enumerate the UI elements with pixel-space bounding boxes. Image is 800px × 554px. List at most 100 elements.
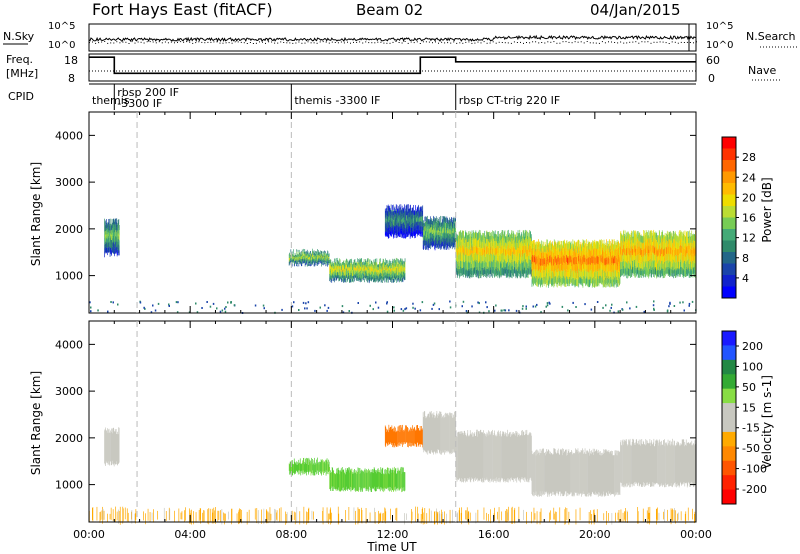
nsearch-dot xyxy=(520,41,521,43)
nsearch-dot xyxy=(180,41,182,43)
power-cell xyxy=(475,246,477,254)
power-cell xyxy=(296,254,298,257)
power-cell xyxy=(391,264,393,268)
power-cell xyxy=(389,210,390,216)
power-cell xyxy=(450,223,451,229)
power-cell xyxy=(548,265,550,273)
power-cell xyxy=(580,257,581,265)
power-cell xyxy=(338,267,339,270)
power-cell xyxy=(586,271,588,279)
power-cell xyxy=(469,249,470,257)
power-cell xyxy=(500,268,502,276)
power-cell xyxy=(325,258,327,261)
nsearch-dot xyxy=(380,41,382,43)
power-cell xyxy=(583,258,585,265)
power-cell xyxy=(115,224,117,231)
power-cell xyxy=(337,260,339,264)
nsearch-dot xyxy=(371,42,373,44)
power-cell xyxy=(116,232,117,238)
power-cell xyxy=(359,271,360,275)
power-cell xyxy=(470,255,471,262)
power-cell xyxy=(481,255,483,263)
power-cell xyxy=(451,232,453,237)
power-cell xyxy=(304,253,305,256)
power-cell xyxy=(309,258,311,262)
power-cell xyxy=(116,240,118,246)
cpid-label: themis xyxy=(92,94,130,107)
power-cell xyxy=(294,261,296,263)
power-cell xyxy=(448,240,450,245)
power-cell xyxy=(310,252,311,255)
power-cell xyxy=(349,279,350,283)
power-cell xyxy=(528,262,529,269)
power-cell xyxy=(469,254,471,263)
power-cell xyxy=(317,251,318,255)
power-cell xyxy=(551,264,553,272)
power-cell xyxy=(392,265,394,269)
power-cell xyxy=(584,241,585,249)
power-cell xyxy=(537,277,539,285)
power-cell xyxy=(515,269,516,277)
power-cell xyxy=(584,276,586,284)
power-cell xyxy=(412,222,414,227)
power-cell xyxy=(418,224,419,230)
power-cell xyxy=(523,231,524,239)
power-cell xyxy=(504,253,505,262)
power-cell xyxy=(116,224,118,230)
power-cell xyxy=(462,231,464,239)
power-cell xyxy=(298,260,299,262)
power-cell xyxy=(556,243,558,251)
power-cell xyxy=(504,244,506,253)
power-cell xyxy=(506,249,508,256)
power-cell xyxy=(377,274,378,277)
power-cell xyxy=(293,260,295,263)
power-cell xyxy=(400,265,402,269)
power-cell xyxy=(443,226,444,233)
power-cell xyxy=(113,235,115,242)
power-cell xyxy=(550,243,552,251)
power-cell xyxy=(514,249,515,256)
power-cell xyxy=(528,245,530,253)
power-cell xyxy=(418,209,420,214)
power-cell xyxy=(442,241,444,246)
power-cell xyxy=(527,263,528,271)
power-cell xyxy=(570,269,572,276)
power-cell xyxy=(314,259,315,261)
power-cell xyxy=(388,273,390,277)
power-cell xyxy=(545,280,547,288)
power-cell xyxy=(465,232,466,240)
power-cell xyxy=(517,267,519,275)
power-cell xyxy=(441,231,443,236)
power-cell xyxy=(363,274,365,278)
power-cell xyxy=(292,256,293,259)
power-cell xyxy=(447,238,449,243)
power-cell xyxy=(500,255,502,262)
power-cell xyxy=(527,253,529,261)
power-cell xyxy=(400,270,401,274)
power-cell xyxy=(307,258,309,262)
power-cell xyxy=(419,218,420,223)
power-cell xyxy=(329,267,331,271)
power-cell xyxy=(310,260,312,263)
power-cell xyxy=(574,248,575,256)
power-cell xyxy=(563,262,564,270)
power-cell xyxy=(568,251,569,259)
power-cell xyxy=(558,271,560,279)
power-cell xyxy=(562,248,564,256)
power-cell xyxy=(501,260,503,268)
power-cell xyxy=(419,212,421,217)
power-cell xyxy=(453,238,454,243)
power-cell xyxy=(452,237,454,243)
power-cell xyxy=(398,267,400,270)
power-cell xyxy=(480,232,481,241)
power-cell xyxy=(583,269,584,277)
power-cell xyxy=(486,231,487,239)
power-cell xyxy=(485,236,486,244)
power-cell xyxy=(379,274,380,279)
power-cell xyxy=(325,259,327,262)
power-cell xyxy=(303,261,304,264)
power-cell xyxy=(319,255,320,258)
power-cell xyxy=(304,264,306,267)
power-cell xyxy=(322,259,323,262)
power-cell xyxy=(397,212,399,218)
